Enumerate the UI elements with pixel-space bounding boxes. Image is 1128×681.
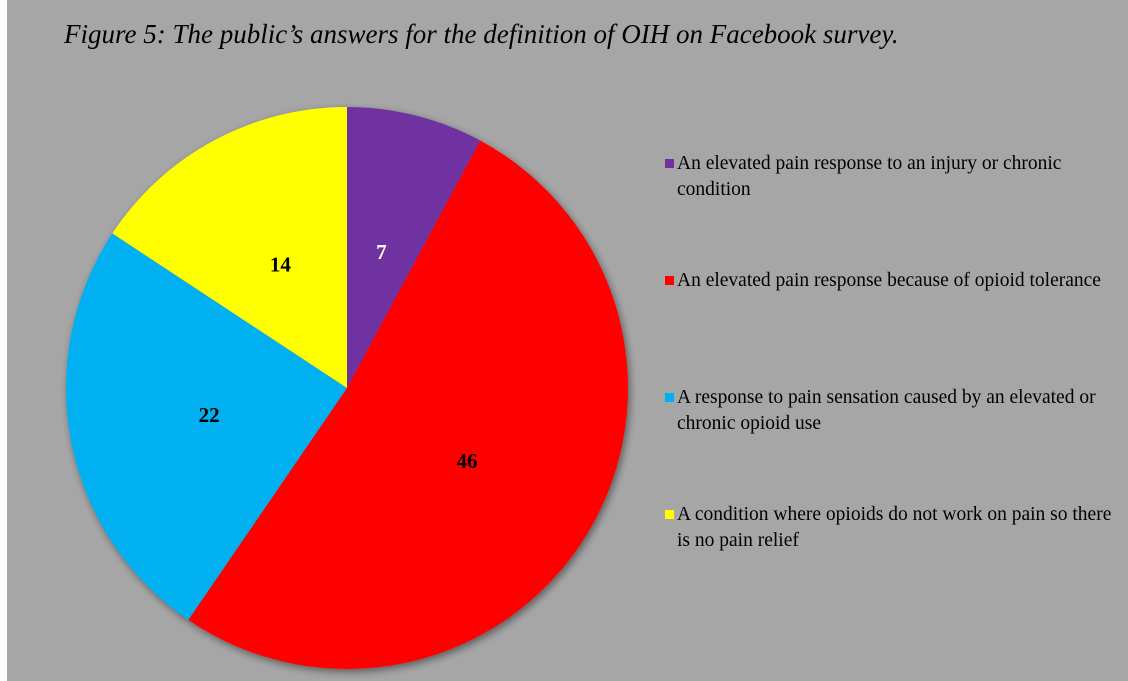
pie-data-label: 14 xyxy=(270,252,292,276)
pie-slices xyxy=(65,107,628,670)
pie-data-label: 46 xyxy=(456,449,477,473)
legend-label: A response to pain sensation caused by a… xyxy=(677,387,1096,434)
pie-slice xyxy=(347,107,481,388)
pie-slice xyxy=(65,233,347,620)
legend-swatch xyxy=(665,159,674,168)
pie-data-label: 22 xyxy=(199,403,220,427)
pie-slice xyxy=(188,140,628,670)
legend-item: An elevated pain response to an injury o… xyxy=(665,151,1115,268)
pie-chart: 7 46 22 14 xyxy=(65,107,628,670)
legend-label: A condition where opioids do not work on… xyxy=(677,504,1112,551)
pie-data-labels: 7 46 22 14 xyxy=(199,240,478,473)
chart-area: Figure 5: The public’s answers for the d… xyxy=(7,0,1128,681)
legend-item: A condition where opioids do not work on… xyxy=(665,502,1115,619)
pie-data-label: 7 xyxy=(376,240,387,264)
legend-item: An elevated pain response because of opi… xyxy=(665,268,1115,385)
legend-swatch xyxy=(665,510,674,519)
pie-slice xyxy=(112,107,347,388)
legend: An elevated pain response to an injury o… xyxy=(665,151,1115,619)
legend-swatch xyxy=(665,393,674,402)
legend-label: An elevated pain response because of opi… xyxy=(677,270,1101,291)
chart-title: Figure 5: The public’s answers for the d… xyxy=(64,19,899,49)
legend-label: An elevated pain response to an injury o… xyxy=(677,153,1062,200)
legend-item: A response to pain sensation caused by a… xyxy=(665,385,1115,502)
legend-swatch xyxy=(665,276,674,285)
